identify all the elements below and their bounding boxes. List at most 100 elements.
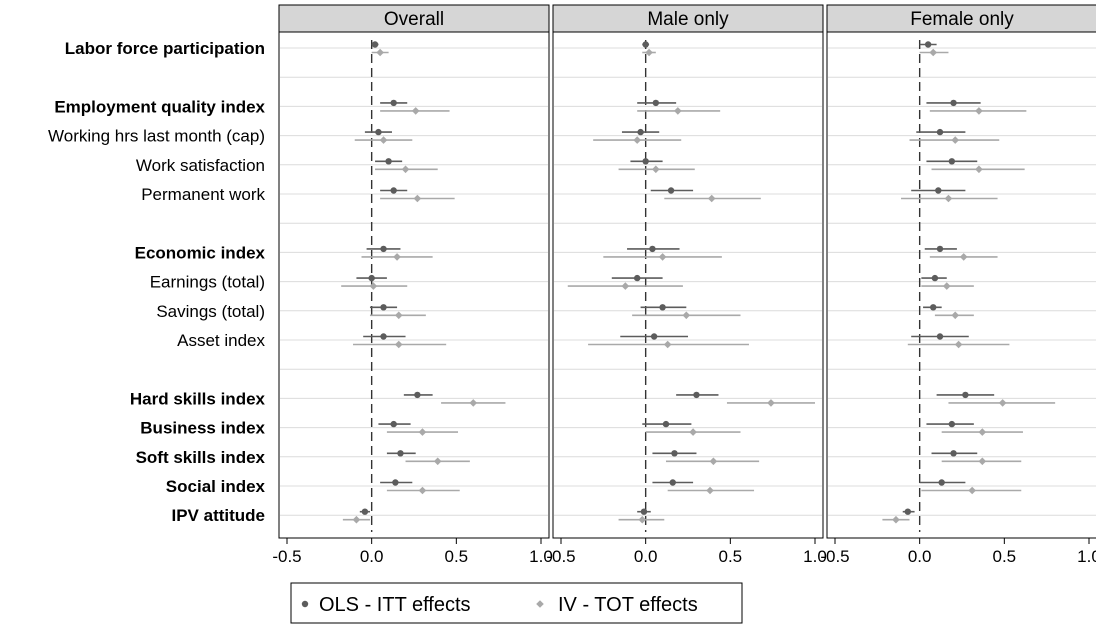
row-label: IPV attitude xyxy=(171,506,265,525)
iv-estimate-point xyxy=(394,340,403,349)
iv-estimate-point xyxy=(469,399,478,407)
plot-area xyxy=(826,31,1096,539)
ols-estimate-point xyxy=(667,187,675,194)
iv-estimate-point xyxy=(951,311,960,320)
iv-estimate-point xyxy=(767,399,775,407)
ols-estimate-point xyxy=(380,245,387,253)
ols-estimate-point xyxy=(936,333,944,340)
ols-estimate-point xyxy=(392,479,399,486)
ols-estimate-point xyxy=(924,41,932,48)
iv-estimate-point xyxy=(418,428,427,436)
legend: OLS - ITT effects IV - TOT effects xyxy=(290,582,743,624)
x-tick-label: 1.0 xyxy=(803,547,827,566)
ols-estimate-point xyxy=(642,41,649,48)
ols-estimate-point xyxy=(931,274,939,282)
ols-estimate-point xyxy=(652,99,660,107)
plot-area xyxy=(552,31,824,539)
panel-title: Overall xyxy=(384,9,444,30)
x-tick-label: 1.0 xyxy=(529,547,553,566)
iv-estimate-point xyxy=(638,515,647,524)
ols-estimate-point xyxy=(962,391,969,399)
ols-estimate-point xyxy=(669,479,676,486)
row-label: Labor force participation xyxy=(65,39,265,58)
ols-estimate-point xyxy=(693,391,700,399)
panel-1: Male only -0.5 0.0 0.5 1.0 xyxy=(546,4,827,566)
ols-estimate-point xyxy=(950,450,957,457)
x-tick-label: -0.5 xyxy=(820,547,849,566)
iv-estimate-point xyxy=(674,107,682,115)
ols-estimate-point xyxy=(938,479,945,486)
ols-estimate-point xyxy=(375,128,382,136)
iv-estimate-point xyxy=(633,136,641,144)
ols-estimate-point xyxy=(650,333,658,340)
ols-estimate-point xyxy=(397,450,404,457)
ols-estimate-point xyxy=(640,508,648,515)
ols-estimate-point xyxy=(930,304,937,311)
legend-iv-label: IV - TOT effects xyxy=(558,594,698,616)
iv-estimate-point xyxy=(352,515,361,524)
ols-estimate-point xyxy=(950,99,957,107)
legend-iv-marker xyxy=(536,600,544,608)
iv-estimate-point xyxy=(393,253,401,261)
iv-estimate-point xyxy=(998,399,1007,407)
iv-estimate-point xyxy=(978,428,987,436)
row-label: Employment quality index xyxy=(54,97,265,116)
iv-estimate-point xyxy=(413,194,422,203)
panel-0: Overall -0.5 0.0 0.5 1.0 xyxy=(272,4,553,566)
iv-estimate-point xyxy=(942,282,951,290)
iv-estimate-point xyxy=(929,48,938,57)
ols-estimate-point xyxy=(649,245,656,253)
panel-header xyxy=(552,4,824,33)
iv-estimate-point xyxy=(401,165,410,174)
ols-estimate-point xyxy=(642,158,649,165)
legend-box xyxy=(290,582,743,624)
ols-estimate-point xyxy=(361,508,369,515)
ols-estimate-point xyxy=(390,420,397,428)
iv-estimate-point xyxy=(975,165,983,174)
iv-estimate-point xyxy=(892,515,900,524)
row-label: Working hrs last month (cap) xyxy=(48,127,265,146)
panel-header xyxy=(278,4,550,33)
panel-2: Female only -0.5 0.0 0.5 1.0 xyxy=(820,4,1096,566)
row-label: Economic index xyxy=(135,243,266,262)
row-label: Earnings (total) xyxy=(150,273,265,292)
ols-estimate-point xyxy=(948,158,956,165)
iv-estimate-point xyxy=(944,194,953,203)
ols-estimate-point xyxy=(936,128,944,136)
iv-estimate-point xyxy=(709,457,718,466)
iv-estimate-point xyxy=(394,311,403,320)
ols-estimate-point xyxy=(368,274,375,282)
ols-estimate-point xyxy=(634,274,641,282)
iv-estimate-point xyxy=(951,136,960,144)
iv-estimate-point xyxy=(663,340,672,349)
iv-estimate-point xyxy=(621,282,630,290)
ols-estimate-point xyxy=(671,450,678,457)
ols-estimate-point xyxy=(935,187,942,194)
ols-estimate-point xyxy=(371,41,379,48)
ols-estimate-point xyxy=(390,187,397,194)
ols-estimate-point xyxy=(380,304,387,311)
iv-estimate-point xyxy=(418,486,427,495)
iv-estimate-point xyxy=(682,311,691,320)
ols-estimate-point xyxy=(414,391,421,399)
row-label: Permanent work xyxy=(141,185,265,204)
x-tick-label: 0.0 xyxy=(360,547,384,566)
ols-estimate-point xyxy=(659,304,666,311)
ols-estimate-point xyxy=(385,158,392,165)
iv-estimate-point xyxy=(652,165,660,174)
plot-area xyxy=(278,31,550,539)
iv-estimate-point xyxy=(954,340,963,349)
ols-estimate-point xyxy=(948,420,956,428)
panels: Overall -0.5 0.0 0.5 1.0 Male only -0.5 0.0 0.5 1… xyxy=(272,4,1096,566)
row-label: Social index xyxy=(166,477,266,496)
row-label: Hard skills index xyxy=(130,389,266,408)
row-label: Work satisfaction xyxy=(136,156,265,175)
x-tick-label: 1.0 xyxy=(1077,547,1096,566)
iv-estimate-point xyxy=(376,48,384,57)
row-label: Savings (total) xyxy=(156,302,265,321)
ols-estimate-point xyxy=(380,333,387,340)
row-label: Business index xyxy=(140,419,265,438)
x-tick-label: 0.5 xyxy=(719,547,743,566)
iv-estimate-point xyxy=(658,253,667,261)
x-tick-label: 0.0 xyxy=(634,547,658,566)
